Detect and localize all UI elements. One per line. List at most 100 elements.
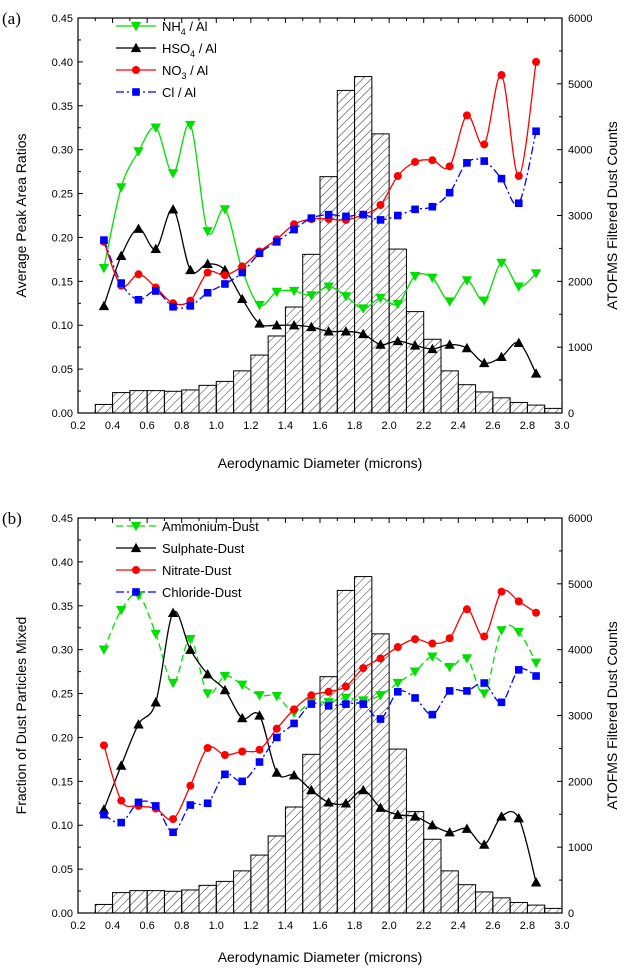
legend-label: HSO4 / Al	[162, 41, 217, 59]
data-point	[150, 243, 161, 254]
x-tick-label: 0.6	[139, 920, 154, 932]
data-point	[392, 809, 403, 819]
data-point	[237, 293, 248, 304]
histogram-bar	[112, 392, 131, 414]
legend-label-main: Chloride-Dust	[162, 585, 242, 600]
data-point	[202, 669, 213, 679]
data-point	[392, 335, 403, 346]
x-tick-label: 0.8	[174, 920, 189, 932]
data-point	[150, 629, 161, 640]
data-point	[513, 813, 524, 823]
data-point	[445, 634, 454, 643]
data-point	[340, 693, 352, 704]
data-point	[513, 282, 524, 292]
y2-tick-label: 2000	[568, 276, 592, 288]
histogram-bar	[336, 589, 356, 914]
histogram-bar	[267, 335, 286, 414]
data-point	[271, 287, 282, 298]
data-point	[116, 760, 127, 770]
data-point	[340, 798, 352, 808]
data-point	[271, 767, 282, 777]
histogram-bar	[233, 870, 252, 914]
legend-label-tail: / Al	[195, 41, 217, 56]
data-point	[271, 320, 282, 330]
data-point	[461, 823, 473, 833]
data-point	[100, 236, 108, 244]
data-point	[514, 666, 523, 674]
data-point	[514, 199, 523, 208]
data-point	[288, 320, 300, 330]
data-point	[461, 654, 473, 664]
panel-label: (a)	[2, 9, 21, 28]
x-tick-label: 2.0	[381, 420, 396, 432]
data-point	[323, 797, 334, 807]
data-point	[134, 798, 143, 807]
y-tick-label: 0.35	[52, 101, 73, 113]
data-point	[185, 264, 196, 275]
legend-marker	[130, 21, 142, 32]
data-point	[513, 337, 524, 347]
histogram-bar	[94, 403, 114, 414]
data-point	[497, 71, 506, 80]
y-tick-label: 0.25	[52, 689, 73, 701]
histogram	[94, 576, 563, 914]
data-point	[409, 811, 421, 821]
data-point	[167, 678, 179, 689]
histogram-bar	[336, 89, 356, 414]
data-point	[411, 157, 420, 166]
data-point	[219, 264, 231, 275]
x-tick-label: 2.6	[485, 920, 500, 932]
histogram-bar	[250, 354, 269, 414]
histogram-bar	[181, 389, 200, 414]
y-axis-right: 0 1000 2000 3000 4000 5000 6000	[557, 13, 592, 420]
y-tick-label: 0.00	[52, 908, 73, 920]
histogram-bar	[388, 248, 407, 414]
data-point	[203, 743, 212, 752]
data-point	[461, 342, 473, 353]
data-point	[100, 810, 108, 819]
data-point	[427, 820, 438, 830]
data-point	[133, 147, 144, 157]
data-point	[530, 269, 542, 279]
x-axis-title: Aerodynamic Diameter (microns)	[218, 455, 423, 471]
legend-marker	[132, 88, 140, 96]
data-point	[530, 877, 542, 887]
x-tick-label: 1.0	[209, 920, 224, 932]
histogram-bar	[146, 390, 165, 414]
data-point	[532, 127, 540, 136]
histogram-bar	[423, 838, 442, 914]
legend-label-main: Nitrate-Dust	[162, 563, 232, 578]
data-point	[307, 214, 316, 222]
data-point	[186, 801, 195, 809]
x-tick-label: 2.2	[416, 420, 431, 432]
data-point	[428, 156, 437, 165]
x-tick-label: 0.2	[70, 920, 85, 932]
y2-tick-label: 4000	[568, 645, 592, 657]
histogram-bar	[112, 892, 131, 914]
y2-tick-label: 0	[568, 908, 574, 920]
legend-label: NH4 / Al	[162, 19, 208, 37]
y-tick-label: 0.00	[52, 408, 73, 420]
data-point	[307, 691, 316, 700]
data-point	[237, 680, 248, 690]
data-point	[134, 295, 143, 304]
data-point	[219, 671, 231, 682]
y-tick-label: 0.40	[52, 557, 73, 569]
y-tick-label: 0.05	[52, 364, 73, 376]
data-point	[444, 827, 455, 837]
histogram-bar	[146, 890, 165, 914]
data-point	[479, 689, 490, 699]
y-tick-label: 0.20	[52, 232, 73, 244]
data-point	[220, 751, 229, 759]
histogram-bar	[233, 370, 252, 414]
data-point	[393, 688, 402, 696]
data-point	[479, 357, 490, 368]
y2-tick-label: 3000	[568, 211, 592, 223]
histogram-bar	[181, 889, 200, 914]
data-point	[185, 644, 196, 654]
data-point	[169, 815, 178, 824]
data-point	[340, 326, 352, 336]
data-point	[98, 645, 110, 655]
legend-label-main: NH	[162, 19, 181, 34]
data-point	[463, 687, 471, 695]
